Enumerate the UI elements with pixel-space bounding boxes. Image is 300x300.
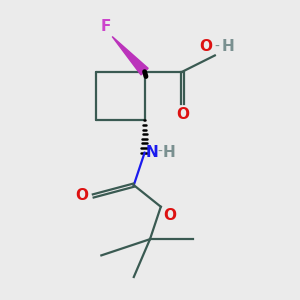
Text: H: H: [222, 39, 234, 54]
Polygon shape: [112, 37, 148, 75]
Text: O: O: [176, 107, 189, 122]
Text: O: O: [164, 208, 176, 223]
Text: H: H: [163, 145, 176, 160]
Text: O: O: [75, 188, 88, 203]
Text: F: F: [100, 19, 111, 34]
Text: -: -: [215, 40, 220, 54]
Text: -: -: [158, 145, 162, 159]
Text: N: N: [146, 145, 159, 160]
Text: O: O: [199, 39, 212, 54]
